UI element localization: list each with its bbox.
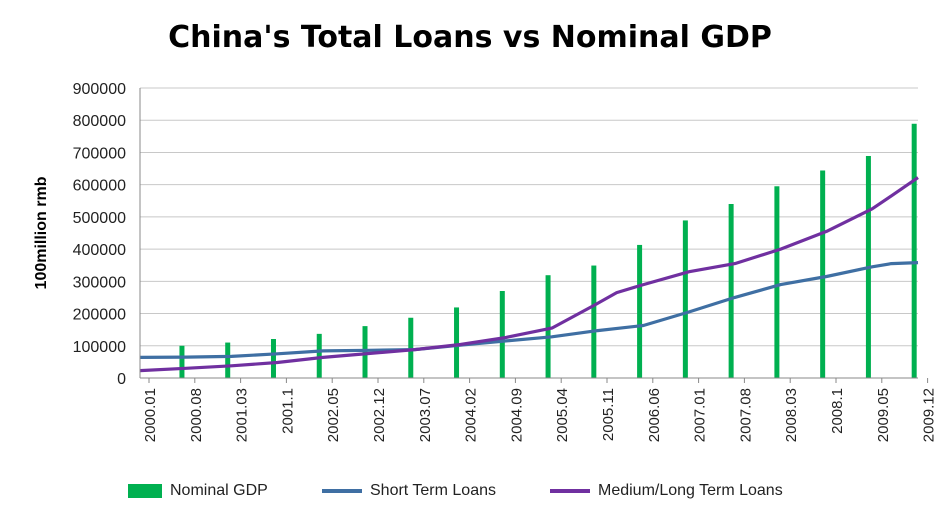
x-axis-ticks: 2000.01 2000.08 2001.03 2001.1 2002.05 2002.1… bbox=[142, 378, 938, 442]
gdp-bar bbox=[270, 339, 276, 378]
y-tick-label: 0 bbox=[117, 371, 126, 388]
legend-item-gdp: Nominal GDP bbox=[128, 482, 268, 500]
loan-lines bbox=[139, 176, 919, 373]
y-tick-label: 800000 bbox=[73, 113, 126, 130]
x-tick-label: 2002.12 bbox=[371, 388, 388, 442]
x-tick-label: 2003.07 bbox=[417, 388, 434, 442]
gdp-bar bbox=[820, 170, 826, 378]
x-tick-label: 2006.06 bbox=[646, 388, 663, 442]
gdp-bar bbox=[637, 244, 643, 378]
x-tick-label: 2007.01 bbox=[692, 388, 709, 442]
x-tick-label: 2005.11 bbox=[600, 388, 617, 441]
gdp-bar bbox=[179, 345, 185, 378]
legend-label-medium: Medium/Long Term Loans bbox=[598, 482, 783, 499]
legend-label-gdp: Nominal GDP bbox=[170, 482, 268, 499]
x-tick-label: 2002.05 bbox=[325, 388, 342, 442]
x-tick-label: 2001.03 bbox=[234, 388, 251, 442]
x-tick-label: 2007.08 bbox=[737, 388, 754, 442]
x-tick-label: 2005.04 bbox=[554, 388, 571, 442]
chart: 0 100000 200000 300000 400000 500000 600000 700… bbox=[33, 81, 938, 442]
y-tick-label: 200000 bbox=[73, 307, 126, 324]
x-tick-label: 2009.05 bbox=[875, 388, 892, 442]
y-tick-label: 700000 bbox=[73, 145, 126, 162]
x-tick-label: 2009.12 bbox=[921, 388, 938, 442]
gdp-bar bbox=[362, 326, 368, 378]
x-tick-label: 2008.1 bbox=[829, 388, 846, 434]
legend-swatch-short bbox=[322, 489, 362, 493]
gdp-bar bbox=[591, 265, 597, 378]
legend-item-short: Short Term Loans bbox=[322, 482, 496, 500]
x-tick-label: 2008.03 bbox=[783, 388, 800, 442]
legend-swatch-gdp bbox=[128, 484, 162, 498]
short-term-loans-line bbox=[139, 261, 919, 359]
x-tick-label: 2004.02 bbox=[463, 388, 480, 442]
gdp-bar bbox=[408, 317, 414, 378]
x-tick-label: 2001.1 bbox=[279, 388, 296, 434]
x-tick-label: 2004.09 bbox=[508, 388, 525, 442]
gdp-bar bbox=[499, 291, 505, 378]
x-tick-label: 2000.01 bbox=[142, 388, 159, 442]
y-axis-label: 100million rmb bbox=[33, 176, 50, 289]
y-tick-label: 100000 bbox=[73, 339, 126, 356]
x-tick-label: 2000.08 bbox=[188, 388, 205, 442]
gdp-bar bbox=[911, 123, 917, 379]
gdp-bar bbox=[316, 333, 322, 378]
gdp-bar bbox=[682, 220, 688, 378]
gdp-bar bbox=[545, 275, 551, 378]
y-tick-label: 900000 bbox=[73, 81, 126, 98]
gdp-bar bbox=[454, 307, 460, 378]
y-tick-label: 400000 bbox=[73, 242, 126, 259]
legend: Nominal GDP Short Term Loans Medium/Long… bbox=[0, 482, 940, 506]
medium-long-term-loans-line bbox=[139, 176, 919, 373]
y-tick-label: 500000 bbox=[73, 210, 126, 227]
legend-label-short: Short Term Loans bbox=[370, 482, 496, 499]
y-tick-label: 600000 bbox=[73, 178, 126, 195]
gdp-bar bbox=[774, 186, 780, 378]
legend-item-medium: Medium/Long Term Loans bbox=[550, 482, 783, 500]
gdp-bars bbox=[179, 123, 917, 379]
legend-swatch-medium bbox=[550, 489, 590, 493]
gridlines bbox=[140, 87, 918, 347]
chart-title: China's Total Loans vs Nominal GDP bbox=[168, 20, 772, 55]
gdp-bar bbox=[225, 342, 231, 378]
y-tick-label: 300000 bbox=[73, 274, 126, 291]
gdp-bar bbox=[728, 204, 734, 378]
y-axis-ticks: 0 100000 200000 300000 400000 500000 600000 700… bbox=[73, 81, 126, 388]
